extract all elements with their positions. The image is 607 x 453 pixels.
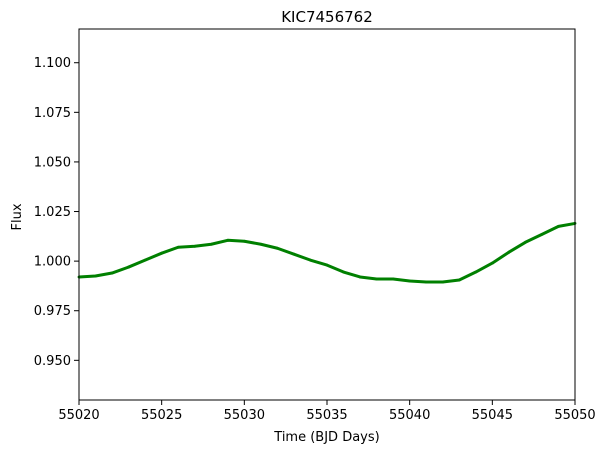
plot-area xyxy=(79,29,575,400)
flux-data-point xyxy=(391,277,395,281)
flux-data-point xyxy=(127,265,130,269)
flux-data-point xyxy=(325,263,329,267)
flux-data-point xyxy=(276,246,279,250)
x-tick-label: 55030 xyxy=(224,408,265,423)
flux-data-point xyxy=(507,250,511,254)
flux-data-point xyxy=(441,280,445,284)
flux-data-point xyxy=(292,252,296,256)
data-layer xyxy=(77,221,577,284)
flux-data-point xyxy=(342,270,345,274)
flux-data-point xyxy=(209,242,213,246)
x-tick-label: 55025 xyxy=(141,408,182,423)
y-tick-label: 0.950 xyxy=(34,354,71,369)
y-tick-label: 1.000 xyxy=(34,255,71,270)
x-tick-label: 55020 xyxy=(58,408,99,423)
flux-data-point xyxy=(490,261,494,265)
x-tick-label: 55040 xyxy=(389,408,430,423)
flux-data-point xyxy=(358,275,362,279)
x-tick-label: 55045 xyxy=(472,408,513,423)
flux-data-point xyxy=(524,240,527,244)
x-axis-ticks: 55020 55025 55030 55035 55040 55045 55050 xyxy=(58,400,596,423)
flux-data-point xyxy=(457,278,461,282)
flux-data-point xyxy=(176,245,180,249)
flux-data-point xyxy=(242,239,246,243)
flux-data-point xyxy=(309,258,312,262)
flux-data-point xyxy=(259,242,263,246)
flux-data-point xyxy=(160,251,164,255)
flux-data-point xyxy=(557,225,560,228)
x-tick-label: 55050 xyxy=(554,408,595,423)
chart-title: KIC7456762 xyxy=(281,8,373,26)
plot-frame xyxy=(78,28,576,401)
y-tick-label: 1.025 xyxy=(34,205,71,220)
flux-data-point xyxy=(408,279,412,283)
y-tick-label: 1.050 xyxy=(34,155,71,170)
flux-data-point xyxy=(226,238,230,242)
y-axis-ticks: 0.950 0.975 1.000 1.025 1.050 1.075 1.100 xyxy=(34,56,79,369)
flux-data-point xyxy=(375,277,378,281)
y-tick-label: 1.100 xyxy=(34,56,71,71)
y-tick-label: 1.075 xyxy=(34,106,71,121)
flux-data-point xyxy=(424,280,428,284)
flux-data-point xyxy=(94,274,97,278)
flux-data-point xyxy=(474,270,478,274)
flux-data-point xyxy=(110,271,114,275)
flux-data-point xyxy=(143,258,147,262)
y-tick-label: 0.975 xyxy=(34,304,71,319)
x-tick-label: 55035 xyxy=(306,408,347,423)
flux-data-point xyxy=(540,232,544,236)
y-axis-label: Flux xyxy=(10,203,25,230)
x-axis-label: Time (BJD Days) xyxy=(273,430,379,445)
flux-data-point xyxy=(193,244,197,248)
